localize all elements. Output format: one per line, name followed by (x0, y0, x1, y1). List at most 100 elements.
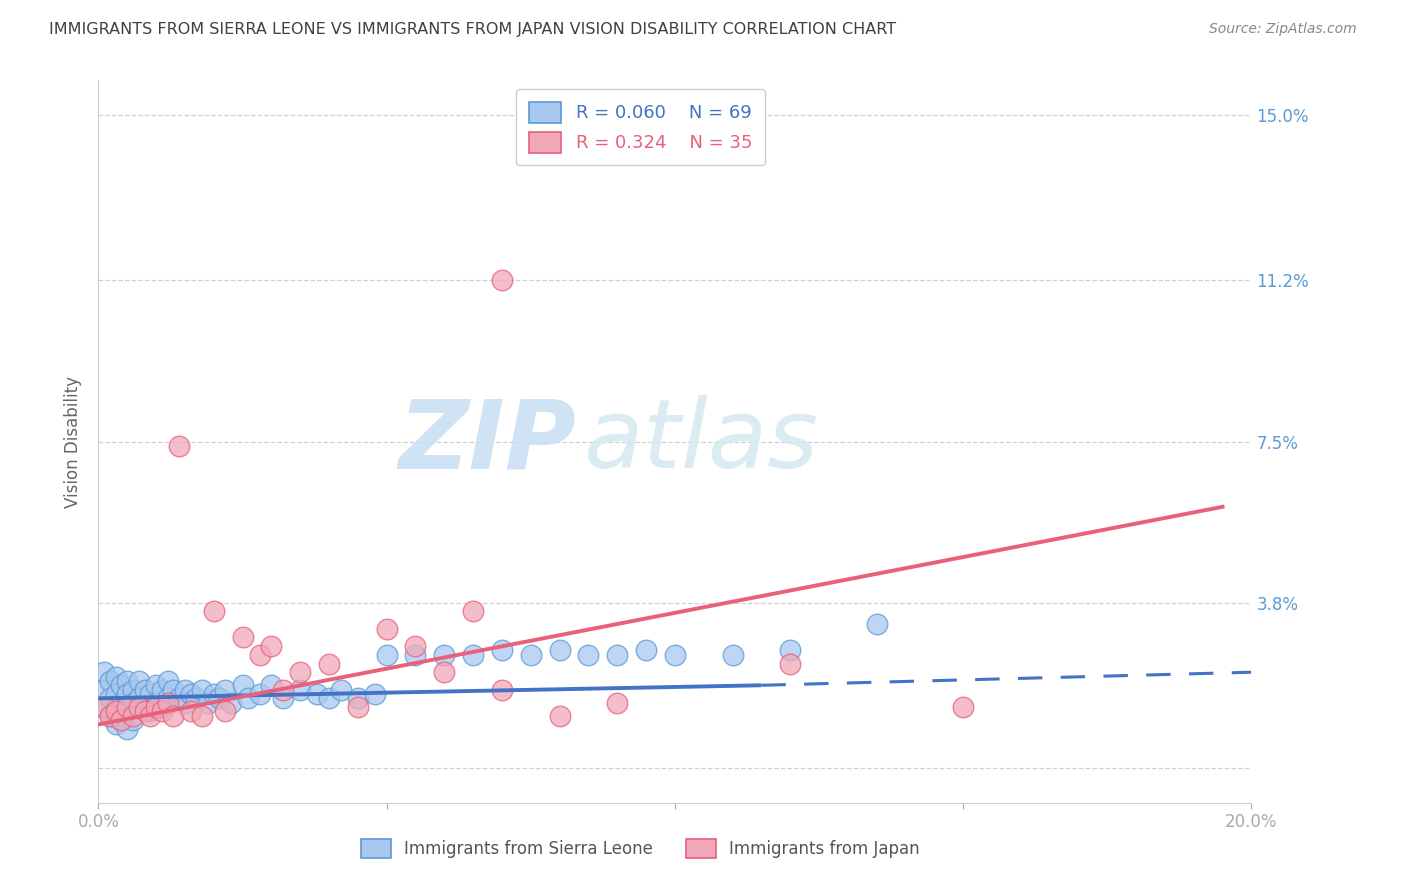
Point (98, 691, 121, 706)
Point (260, 639, 283, 653)
Point (231, 631, 254, 645)
Point (548, 708, 571, 723)
Point (721, 648, 744, 662)
Point (318, 691, 340, 706)
Point (134, 700, 156, 714)
Point (93, 665, 115, 680)
Point (150, 700, 173, 714)
Point (104, 705, 127, 719)
Point (866, 617, 889, 632)
Point (93, 682, 115, 697)
Point (290, 682, 312, 697)
Point (180, 705, 202, 719)
Point (117, 673, 139, 688)
Point (405, 639, 427, 653)
Y-axis label: Vision Disability: Vision Disability (63, 376, 82, 508)
Point (606, 648, 628, 662)
Point (202, 687, 225, 701)
Point (156, 691, 179, 706)
Point (219, 696, 242, 710)
Point (664, 648, 686, 662)
Point (156, 673, 179, 688)
Text: IMMIGRANTS FROM SIERRA LEONE VS IMMIGRANTS FROM JAPAN VISION DISABILITY CORRELAT: IMMIGRANTS FROM SIERRA LEONE VS IMMIGRAN… (49, 22, 897, 37)
Point (110, 713, 132, 727)
Point (110, 696, 132, 710)
Point (167, 691, 190, 706)
Point (110, 678, 132, 692)
Point (636, 643, 658, 657)
Point (139, 708, 162, 723)
Point (260, 678, 283, 692)
Point (139, 687, 162, 701)
Point (150, 682, 173, 697)
Point (271, 691, 294, 706)
Point (433, 665, 456, 680)
Point (461, 604, 484, 618)
Point (214, 682, 236, 697)
Point (346, 700, 368, 714)
Point (93, 700, 115, 714)
Point (231, 678, 254, 692)
Point (290, 665, 312, 680)
Point (779, 643, 801, 657)
Text: ZIP: ZIP (399, 395, 576, 488)
Point (491, 643, 513, 657)
Point (375, 622, 398, 636)
Point (139, 705, 162, 719)
Point (238, 691, 260, 706)
Point (104, 687, 127, 701)
Legend: Immigrants from Sierra Leone, Immigrants from Japan: Immigrants from Sierra Leone, Immigrants… (353, 830, 928, 867)
Point (208, 691, 231, 706)
Point (174, 682, 197, 697)
Point (405, 648, 427, 662)
Point (150, 705, 173, 719)
Text: Source: ZipAtlas.com: Source: ZipAtlas.com (1209, 22, 1357, 37)
Point (491, 682, 513, 697)
Point (461, 648, 484, 662)
Point (145, 678, 167, 692)
Point (329, 682, 352, 697)
Point (122, 708, 145, 723)
Point (271, 682, 294, 697)
Point (93, 700, 115, 714)
Point (122, 696, 145, 710)
Point (375, 648, 398, 662)
Text: atlas: atlas (582, 395, 818, 488)
Point (249, 648, 271, 662)
Point (156, 696, 179, 710)
Point (110, 713, 132, 727)
Point (104, 669, 127, 683)
Point (433, 648, 456, 662)
Point (191, 708, 214, 723)
Point (578, 648, 600, 662)
Point (197, 696, 219, 710)
Point (117, 687, 139, 701)
Point (202, 604, 225, 618)
Point (117, 705, 139, 719)
Point (307, 687, 329, 701)
Point (162, 708, 184, 723)
Point (98, 673, 121, 688)
Point (249, 687, 271, 701)
Point (346, 691, 368, 706)
Point (104, 700, 127, 714)
Point (98, 708, 121, 723)
Point (186, 691, 208, 706)
Point (180, 687, 202, 701)
Point (364, 687, 387, 701)
Point (548, 643, 571, 657)
Point (606, 696, 628, 710)
Point (162, 682, 184, 697)
Point (191, 682, 214, 697)
Point (779, 657, 801, 671)
Point (318, 657, 340, 671)
Point (952, 700, 974, 714)
Point (174, 696, 197, 710)
Point (134, 682, 156, 697)
Point (167, 439, 190, 453)
Point (117, 700, 139, 714)
Point (491, 273, 513, 287)
Point (122, 682, 145, 697)
Point (122, 713, 145, 727)
Point (128, 700, 150, 714)
